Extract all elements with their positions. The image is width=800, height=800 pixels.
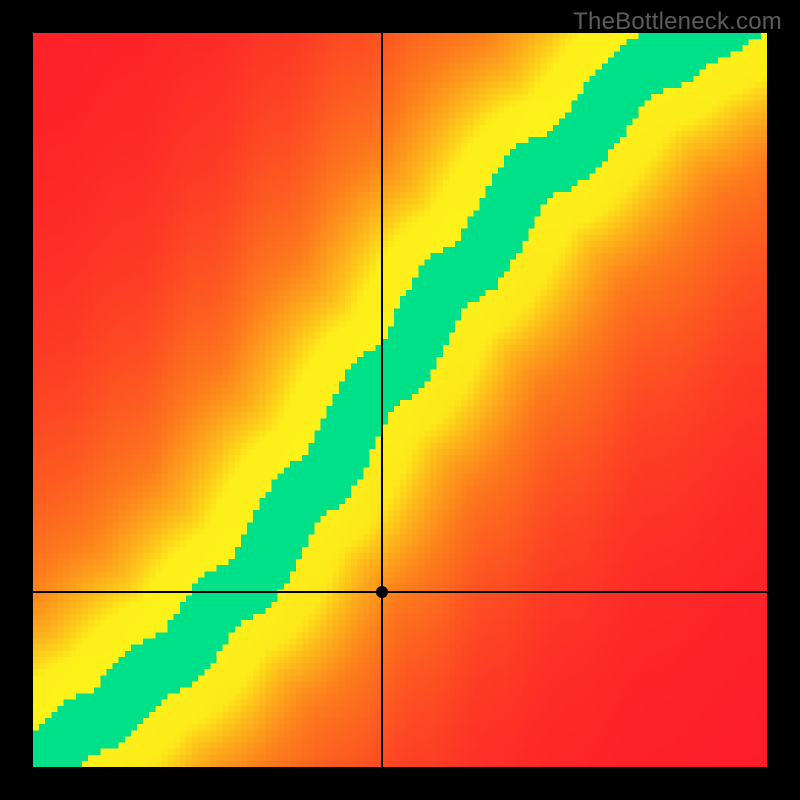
crosshair-horizontal bbox=[33, 591, 767, 593]
crosshair-vertical bbox=[381, 33, 383, 767]
chart-container: TheBottleneck.com bbox=[0, 0, 800, 800]
crosshair-marker bbox=[376, 586, 388, 598]
watermark-text: TheBottleneck.com bbox=[573, 8, 782, 36]
heatmap-plot bbox=[33, 33, 767, 767]
heatmap-canvas bbox=[33, 33, 767, 767]
